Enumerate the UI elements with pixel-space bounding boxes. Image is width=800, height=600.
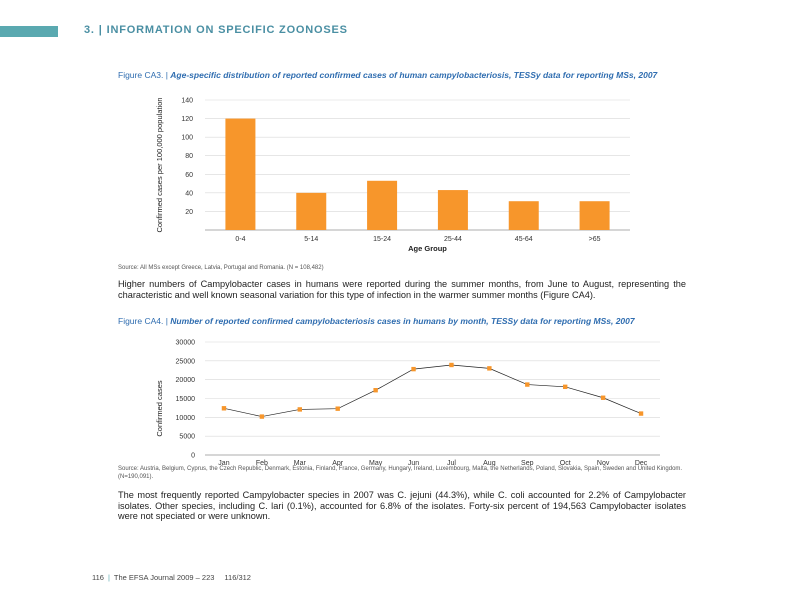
page-number: 116 bbox=[92, 573, 104, 582]
y-tick-label: 25000 bbox=[176, 358, 196, 365]
y-tick-label: 0 bbox=[191, 453, 195, 460]
data-point bbox=[600, 395, 606, 400]
bar bbox=[508, 201, 539, 230]
y-tick-label: 140 bbox=[181, 98, 193, 105]
x-tick-label: Aug bbox=[483, 460, 496, 466]
bar bbox=[225, 118, 256, 230]
bar bbox=[579, 201, 610, 230]
figure1-caption: Figure CA3. | Age-specific distribution … bbox=[118, 70, 658, 80]
figure1-label: Figure CA3. bbox=[118, 70, 164, 80]
x-tick-label: 25-44 bbox=[444, 236, 462, 243]
y-tick-label: 10000 bbox=[176, 415, 196, 422]
x-tick-label: Jan bbox=[218, 460, 229, 466]
x-tick-label: 15-24 bbox=[373, 236, 391, 243]
data-point bbox=[259, 414, 265, 419]
paragraph-species: The most frequently reported Campylobact… bbox=[118, 490, 686, 522]
figure1-title: Age-specific distribution of reported co… bbox=[170, 70, 658, 80]
data-point bbox=[449, 362, 454, 368]
figure1-source: Source: All MSs except Greece, Latvia, P… bbox=[118, 265, 324, 271]
y-tick-label: 100 bbox=[181, 135, 193, 142]
data-point bbox=[487, 366, 492, 371]
y-axis-title: Confirmed cases per 100,000 population bbox=[155, 97, 164, 232]
y-tick-label: 60 bbox=[185, 172, 193, 179]
x-tick-label: Mar bbox=[294, 460, 307, 466]
data-point bbox=[525, 382, 530, 387]
series-line bbox=[223, 364, 642, 417]
data-point bbox=[563, 384, 568, 390]
x-tick-label: Jul bbox=[447, 460, 456, 466]
y-tick-label: 40 bbox=[185, 190, 193, 197]
x-tick-label: Nov bbox=[597, 460, 610, 466]
journal-name: The EFSA Journal 2009 – 223 bbox=[113, 573, 215, 582]
x-tick-label: 0-4 bbox=[235, 236, 245, 243]
monthly-cases-line-chart: 0 5000 10000 15000 20000 25000 30000 Jan Feb Mar A… bbox=[155, 340, 660, 466]
data-point bbox=[411, 366, 416, 372]
data-point bbox=[335, 406, 340, 411]
x-tick-label: Feb bbox=[256, 460, 268, 466]
figure2-title: Number of reported confirmed campylobact… bbox=[170, 316, 635, 326]
bar bbox=[437, 190, 468, 230]
bar bbox=[367, 180, 398, 230]
section-title: INFORMATION ON SPECIFIC ZOONOSES bbox=[106, 24, 348, 36]
y-tick-label: 30000 bbox=[176, 340, 196, 347]
section-color-bar bbox=[0, 26, 58, 37]
x-tick-label: Jun bbox=[408, 460, 419, 466]
x-tick-label: 5-14 bbox=[304, 236, 318, 243]
y-tick-label: 80 bbox=[185, 153, 193, 160]
x-tick-label: >65 bbox=[589, 236, 601, 243]
x-axis-title: Age Group bbox=[408, 244, 447, 253]
section-number: 3. bbox=[84, 24, 95, 36]
page-of: 116/312 bbox=[224, 573, 251, 582]
y-tick-label: 15000 bbox=[176, 396, 196, 403]
x-tick-label: 45-64 bbox=[515, 236, 533, 243]
y-tick-label: 120 bbox=[181, 116, 193, 123]
data-point bbox=[297, 407, 302, 412]
x-tick-label: Oct bbox=[560, 460, 571, 466]
y-tick-label: 5000 bbox=[179, 434, 195, 441]
data-point bbox=[638, 411, 644, 416]
x-tick-label: Dec bbox=[635, 460, 648, 466]
figure2-caption: Figure CA4. | Number of reported confirm… bbox=[118, 316, 635, 326]
section-header: 3. | INFORMATION ON SPECIFIC ZOONOSES bbox=[84, 24, 348, 36]
page-footer: 116 | The EFSA Journal 2009 – 223 116/312 bbox=[92, 573, 251, 582]
paragraph-seasonal: Higher numbers of Campylobacter cases in… bbox=[118, 279, 686, 300]
x-tick-label: Apr bbox=[332, 460, 344, 466]
figure2-label: Figure CA4. bbox=[118, 316, 164, 326]
age-distribution-bar-chart: 20 40 60 80 100 120 140 0-4 5-14 15-24 25-44 45-64 >… bbox=[155, 97, 630, 253]
y-axis-title: Confirmed cases bbox=[155, 380, 164, 437]
data-point bbox=[373, 388, 378, 393]
y-tick-label: 20 bbox=[185, 209, 193, 216]
x-tick-label: May bbox=[369, 460, 383, 466]
data-point bbox=[221, 406, 227, 411]
x-tick-label: Sep bbox=[521, 460, 534, 466]
bar bbox=[296, 192, 327, 230]
y-tick-label: 20000 bbox=[176, 377, 196, 384]
figure2-source: Source: Austria, Belgium, Cyprus, the Cz… bbox=[118, 466, 683, 480]
